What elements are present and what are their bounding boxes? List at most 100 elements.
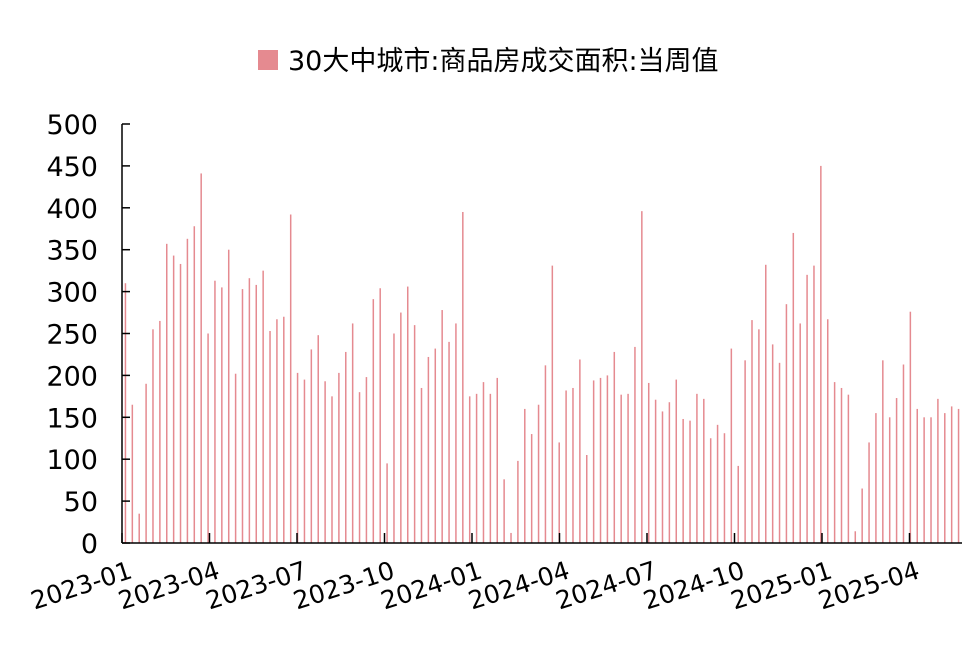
bar [193, 226, 196, 544]
bar [744, 360, 746, 543]
bar [338, 372, 340, 543]
bar [152, 329, 154, 543]
bar [902, 364, 905, 543]
bar [709, 438, 712, 543]
bar [475, 393, 478, 543]
y-tick-label: 500 [46, 110, 98, 141]
bar [124, 283, 127, 543]
bar [592, 380, 595, 543]
bar [517, 460, 519, 543]
bar [957, 408, 960, 543]
bar [310, 349, 313, 543]
bar [166, 243, 168, 543]
y-tick-label: 0 [81, 529, 98, 560]
bar [854, 531, 857, 543]
bar [131, 404, 134, 543]
bar [214, 280, 216, 543]
bar [758, 329, 760, 543]
bar [406, 286, 409, 543]
bar [448, 341, 450, 543]
bar [792, 232, 795, 543]
bar [875, 413, 877, 543]
y-tick-label: 400 [46, 194, 98, 225]
bar [269, 330, 271, 543]
y-tick-label: 200 [46, 361, 98, 392]
bar [379, 288, 381, 543]
bar [331, 396, 333, 543]
legend-swatch [258, 50, 278, 70]
bar [221, 287, 223, 543]
bar [317, 335, 319, 543]
bar [482, 382, 485, 543]
bar [806, 274, 808, 543]
bar [668, 402, 671, 543]
bar [634, 346, 636, 543]
bar [565, 390, 567, 543]
bar [358, 392, 361, 543]
bar [737, 465, 739, 543]
bar [833, 382, 836, 543]
bar [207, 333, 209, 543]
bar [799, 323, 801, 543]
bar [620, 394, 622, 543]
bar [351, 323, 354, 543]
bar [386, 463, 388, 543]
bar [303, 379, 306, 543]
bar [586, 455, 588, 543]
bars [124, 165, 960, 544]
bar [462, 211, 464, 544]
bar [847, 394, 850, 543]
bar [186, 238, 189, 543]
bar [895, 398, 898, 543]
bar [813, 265, 815, 543]
bar [930, 417, 932, 543]
bar [682, 418, 684, 543]
bar [778, 362, 781, 543]
bar [785, 304, 788, 543]
bar [606, 375, 609, 543]
bar [723, 433, 726, 543]
bar [510, 532, 512, 543]
bar [730, 348, 733, 543]
y-tick-label: 50 [64, 487, 98, 518]
bar [524, 408, 526, 543]
bar [868, 442, 870, 543]
bar [159, 320, 161, 543]
bar [647, 382, 650, 543]
x-tick-label: 2025-04 [815, 556, 923, 616]
bar [627, 393, 629, 543]
bar [296, 372, 299, 543]
y-tick-label: 450 [46, 152, 98, 183]
bar [276, 319, 278, 543]
x-axis: 2023-012023-042023-072023-102024-012024-… [27, 533, 962, 615]
legend: 30大中城市:商品房成交面积:当周值 [258, 46, 719, 77]
bar [255, 284, 258, 543]
bar [241, 289, 244, 543]
bar [400, 312, 402, 543]
bar [420, 387, 423, 543]
bar [572, 387, 574, 543]
bar [937, 398, 939, 543]
bar [234, 373, 237, 543]
bar [503, 479, 505, 543]
bar [916, 408, 918, 543]
bar [944, 413, 946, 543]
bar [909, 311, 912, 543]
bar [393, 333, 395, 543]
bar [771, 344, 774, 543]
bar [345, 351, 347, 543]
y-tick-label: 250 [46, 320, 98, 351]
bar [530, 434, 533, 543]
y-tick-label: 350 [46, 236, 98, 267]
bar [544, 365, 547, 543]
bar [551, 265, 554, 543]
bar [950, 406, 953, 543]
bar [641, 211, 643, 543]
bar [558, 442, 560, 543]
bar [324, 381, 326, 543]
y-tick-label: 150 [46, 403, 98, 434]
bar [599, 377, 602, 543]
bar [716, 424, 719, 543]
bar [703, 398, 705, 543]
bar [751, 320, 753, 543]
